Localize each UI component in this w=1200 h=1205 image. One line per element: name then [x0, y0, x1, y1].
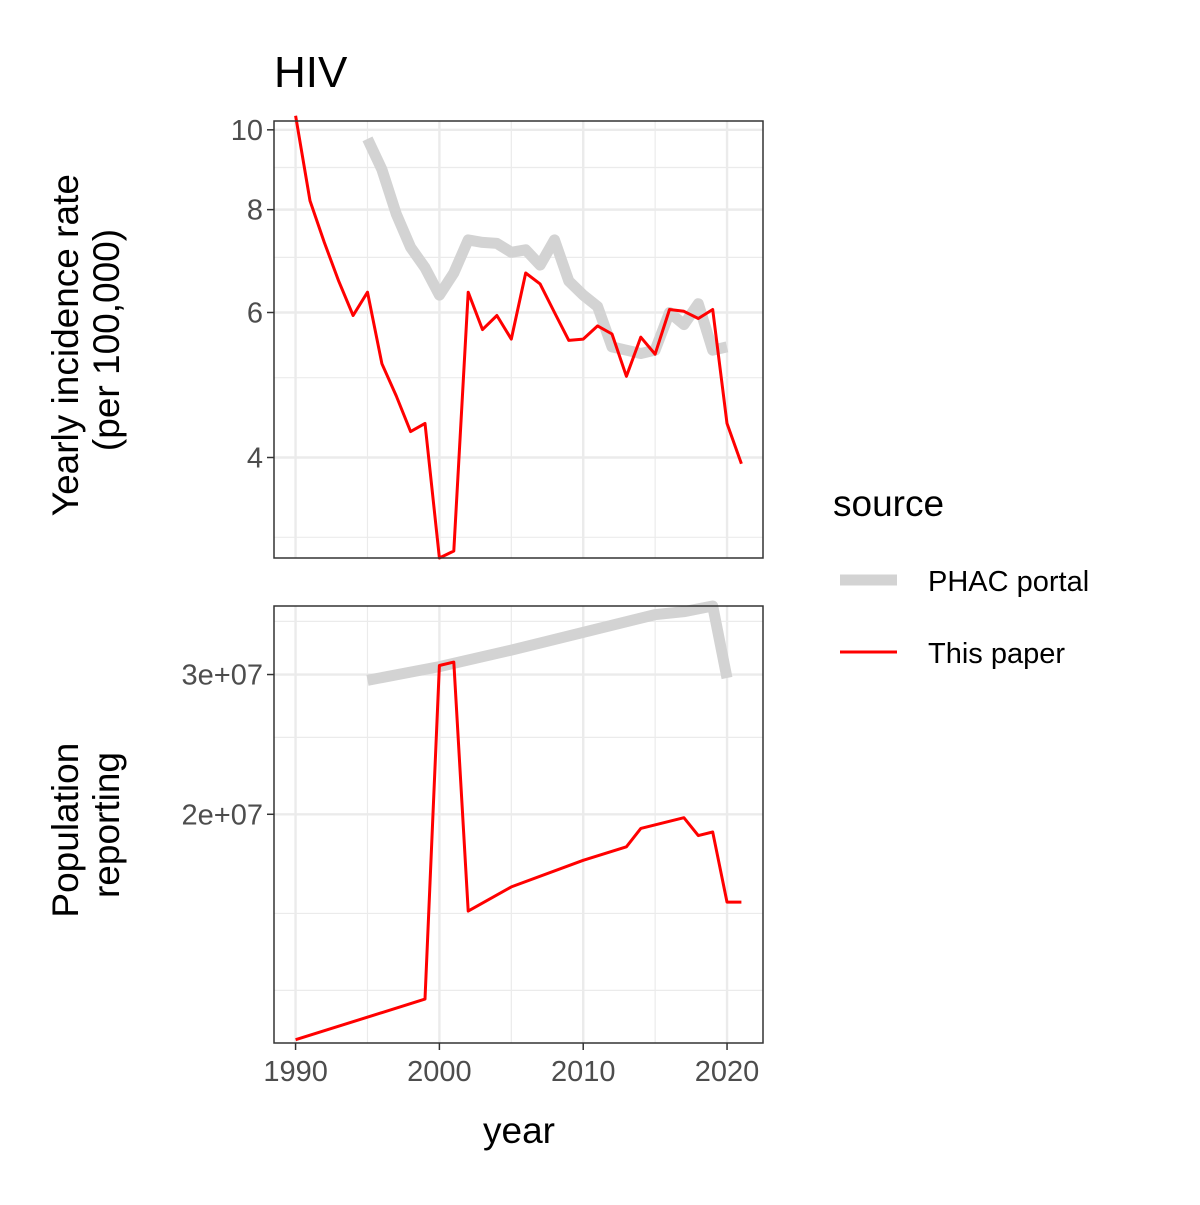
- incidence-series-phac-portal: [362, 136, 729, 359]
- population-panel: 2e+07 3e+07: [182, 600, 764, 1044]
- x-tick-label: 2000: [407, 1056, 472, 1088]
- legend: source PHAC portal This paper: [833, 483, 1089, 670]
- legend-label-this-paper: This paper: [928, 638, 1065, 670]
- incidence-y-tick-label: 10: [231, 115, 263, 147]
- legend-label-phac-portal: PHAC portal: [928, 566, 1089, 598]
- x-axis: 1990 2000 2010 2020: [263, 1043, 759, 1088]
- population-panel-border: [273, 605, 764, 1044]
- incidence-y-axis-title: Yearly incidence rate (per 100,000): [45, 164, 127, 516]
- population-y-tick-label: 3e+07: [182, 660, 263, 692]
- population-y-tick-label: 2e+07: [182, 799, 263, 831]
- chart-title: HIV: [274, 48, 348, 97]
- x-tick-label: 1990: [263, 1056, 328, 1088]
- population-y-axis-title-line-2: reporting: [86, 752, 127, 898]
- incidence-panel-border: [273, 120, 764, 559]
- x-tick-label: 2020: [695, 1056, 760, 1088]
- incidence-y-tick-label: 8: [247, 195, 263, 227]
- incidence-panel: 4 6 8 10: [231, 115, 764, 560]
- incidence-y-tick-label: 4: [247, 442, 263, 474]
- legend-title: source: [833, 483, 944, 524]
- incidence-y-tick-label: 6: [247, 298, 263, 330]
- population-series-phac-portal: [366, 600, 733, 686]
- incidence-y-axis-title-line-2: (per 100,000): [86, 229, 127, 451]
- incidence-y-axis-title-line-1: Yearly incidence rate: [45, 174, 86, 516]
- population-y-axis-title-line-1: Population: [45, 743, 86, 918]
- population-y-axis-title: Population reporting: [45, 732, 127, 917]
- population-series-this-paper: [295, 660, 742, 1042]
- x-axis-title: year: [483, 1110, 555, 1151]
- incidence-series-this-paper: [294, 115, 743, 560]
- x-tick-label: 2010: [551, 1056, 616, 1088]
